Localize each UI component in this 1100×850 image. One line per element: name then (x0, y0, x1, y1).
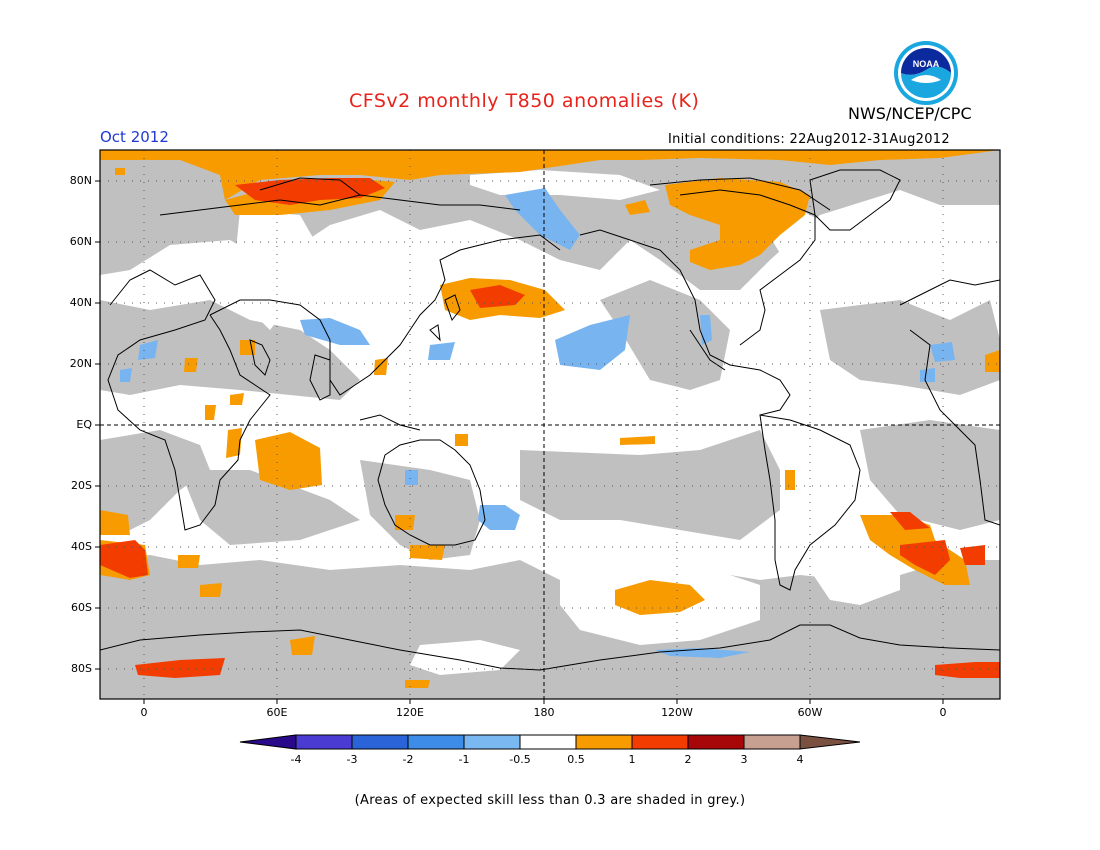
colorbar-label: -4 (290, 753, 302, 766)
skill-note: (Areas of expected skill less than 0.3 a… (354, 793, 746, 808)
lon-label: 60E (266, 706, 288, 719)
colorbar-label: -3 (346, 753, 358, 766)
colorbar-label: -1 (458, 753, 470, 766)
colorbar-label: -2 (402, 753, 414, 766)
lat-label: 20N (69, 357, 92, 370)
colorbar-label: 1 (628, 753, 636, 766)
negative-anomaly-light (120, 188, 955, 658)
lon-label: 120W (661, 706, 693, 719)
coastlines (100, 169, 1000, 671)
colorbar-label: 0.5 (567, 753, 585, 766)
lat-label: 20S (71, 479, 92, 492)
organization-label: NWS/NCEP/CPC (848, 104, 972, 123)
lon-label: 180 (533, 706, 555, 719)
lat-label: 60S (71, 601, 92, 614)
lat-label: 40N (69, 296, 92, 309)
lat-label: 40S (71, 540, 92, 553)
lat-label: 80N (69, 174, 92, 187)
lon-label: 0 (939, 706, 947, 719)
positive-anomaly-strong (100, 178, 1000, 678)
reference-lines (100, 150, 1000, 699)
colorbar-label: -0.5 (509, 753, 531, 766)
colorbar-label: 4 (796, 753, 804, 766)
lat-label: 80S (71, 662, 92, 675)
colorbar-label: 3 (740, 753, 748, 766)
lat-label: EQ (76, 418, 92, 431)
chart-title: CFSv2 monthly T850 anomalies (K) (349, 90, 700, 112)
colorbar-label: 2 (684, 753, 692, 766)
lon-label: 0 (140, 706, 148, 719)
noaa-logo: NOAA (894, 41, 958, 105)
initial-conditions: Initial conditions: 22Aug2012-31Aug2012 (668, 132, 950, 147)
axis-ticks (95, 180, 944, 704)
lon-label: 60W (797, 706, 823, 719)
forecast-month: Oct 2012 (100, 128, 169, 146)
lat-label: 60N (69, 235, 92, 248)
lon-label: 120E (396, 706, 424, 719)
noaa-logo-text: NOAA (913, 59, 940, 69)
